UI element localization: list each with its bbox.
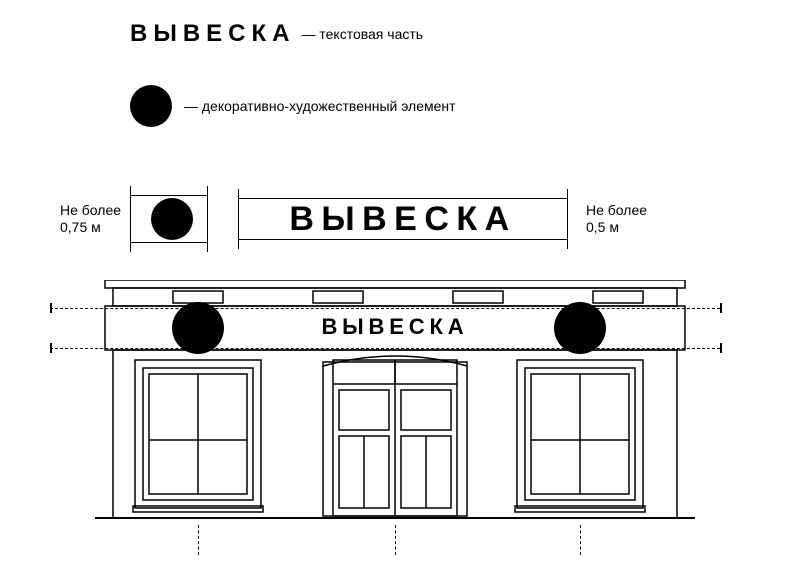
sign-dimension-row: Не более 0,75 м ВЫВЕСКА Не более 0,5 м (60, 195, 656, 243)
dim-label-right: Не более 0,5 м (586, 202, 656, 236)
legend-title-desc: — текстовая часть (301, 26, 423, 42)
dash-line-top (50, 308, 720, 309)
dim-label-left-line2: 0,75 м (60, 219, 130, 236)
dash-axis-left (198, 525, 199, 555)
dim-label-left-line1: Не более (60, 202, 130, 219)
dim-label-left: Не более 0,75 м (60, 202, 130, 236)
dim-sign-text: ВЫВЕСКА (289, 200, 516, 239)
dim-label-right-line2: 0,5 м (586, 219, 656, 236)
dim-box-text: ВЫВЕСКА (238, 198, 568, 240)
facade-dot-right (554, 302, 606, 354)
legend-dot-desc: — декоративно-художественный элемент (184, 98, 456, 114)
facade-dot-left (172, 302, 224, 354)
ext-tick (720, 343, 722, 353)
legend-title-row: ВЫВЕСКА — текстовая часть (130, 20, 423, 48)
dim-box-dot (130, 195, 208, 243)
legend-dot-row: — декоративно-художественный элемент (130, 85, 456, 127)
building-facade: ВЫВЕСКА (95, 280, 695, 530)
ext-tick (720, 303, 722, 313)
dim-label-right-line1: Не более (586, 202, 656, 219)
dim-dot-icon (151, 198, 193, 240)
dash-axis-center (395, 525, 396, 555)
ext-tick (50, 303, 52, 313)
dash-axis-right (580, 525, 581, 555)
legend-title-text: ВЫВЕСКА (130, 20, 295, 48)
legend-dot-icon (130, 85, 172, 127)
dash-line-bottom (50, 348, 720, 349)
ext-tick (50, 343, 52, 353)
